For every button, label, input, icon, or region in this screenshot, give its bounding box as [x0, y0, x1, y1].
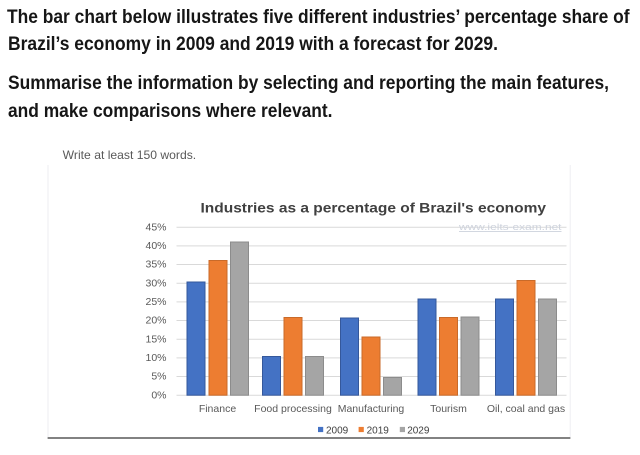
svg-text:5%: 5%	[151, 371, 166, 383]
svg-text:Write at least 150 words.: Write at least 150 words.	[63, 148, 197, 162]
svg-text:Manufacturing: Manufacturing	[338, 403, 405, 415]
svg-text:25%: 25%	[145, 296, 166, 308]
svg-text:Finance: Finance	[199, 403, 237, 415]
svg-text:2029: 2029	[407, 425, 430, 436]
svg-text:45%: 45%	[145, 221, 166, 233]
svg-text:15%: 15%	[145, 333, 166, 345]
svg-text:40%: 40%	[145, 240, 166, 252]
svg-text:Oil, coal and gas: Oil, coal and gas	[487, 403, 565, 415]
svg-text:10%: 10%	[145, 352, 166, 364]
svg-text:2019: 2019	[367, 425, 390, 436]
svg-text:2009: 2009	[326, 425, 349, 436]
svg-text:35%: 35%	[145, 259, 166, 271]
svg-text:0%: 0%	[151, 389, 166, 401]
svg-text:30%: 30%	[145, 277, 166, 289]
svg-text:www.ielts-exam.net: www.ielts-exam.net	[458, 222, 562, 232]
svg-text:Industries as a percentage of: Industries as a percentage of Brazil's e…	[201, 200, 547, 216]
svg-text:Food processing: Food processing	[254, 403, 332, 415]
svg-text:Tourism: Tourism	[430, 403, 467, 415]
svg-text:20%: 20%	[145, 315, 166, 327]
